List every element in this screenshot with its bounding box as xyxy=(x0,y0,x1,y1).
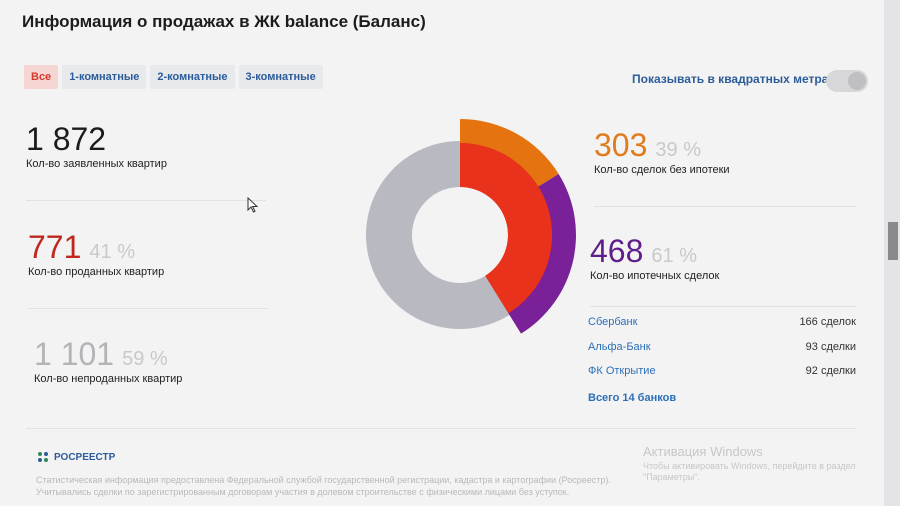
watermark-title: Активация Windows xyxy=(643,444,763,459)
room-filter-tabs: Все 1-комнатные 2-комнатные 3-комнатные xyxy=(24,65,323,89)
bank-row: ФК Открытие 92 сделки xyxy=(588,365,856,390)
donut-slice-unsold xyxy=(366,141,510,329)
donut-slice-mortgage xyxy=(508,173,576,334)
bank-row: Сбербанк 166 сделок xyxy=(588,316,856,341)
rosreestr-emblem-icon xyxy=(38,452,48,462)
page-title: Информация о продажах в ЖК balance (Бала… xyxy=(22,12,426,31)
stat-mortgage: 468 61 % Кол-во ипотечных сделок xyxy=(590,234,719,282)
stat-declared: 1 872 Кол-во заявленных квартир xyxy=(26,122,167,170)
bank-name-link[interactable]: Альфа-Банк xyxy=(588,340,651,353)
stat-unsold-value: 1 101 xyxy=(34,336,115,372)
sqm-toggle-label: Показывать в квадратных метрах xyxy=(632,72,836,86)
bank-row: Альфа-Банк 93 сделки xyxy=(588,341,856,366)
tab-all[interactable]: Все xyxy=(24,65,59,89)
tab-3-room[interactable]: 3-комнатные xyxy=(238,65,323,89)
stat-declared-value: 1 872 xyxy=(26,121,107,157)
divider xyxy=(28,308,268,309)
data-source-note: Статистическая информация предоставлена … xyxy=(36,475,611,497)
stat-sold: 771 41 % Кол-во проданных квартир xyxy=(28,230,164,278)
stat-sold-label: Кол-во проданных квартир xyxy=(28,266,165,278)
divider xyxy=(590,306,856,307)
banks-total-link[interactable]: Всего 14 банков xyxy=(588,391,677,404)
stat-mortgage-label: Кол-во ипотечных сделок xyxy=(590,270,720,282)
stat-no-mortgage-percent: 39 % xyxy=(655,139,701,161)
stat-mortgage-value: 468 xyxy=(590,233,644,269)
stat-unsold: 1 101 59 % Кол-во непроданных квартир xyxy=(34,337,182,385)
bank-deals-count: 92 сделки xyxy=(805,365,856,377)
bank-name-link[interactable]: Сбербанк xyxy=(588,316,638,328)
toggle-knob xyxy=(848,72,866,90)
watermark-text: Чтобы активировать Windows, перейдите в … xyxy=(643,461,856,482)
sqm-toggle[interactable] xyxy=(826,70,868,92)
scrollbar-thumb[interactable] xyxy=(888,222,898,260)
bank-deals-count: 166 сделок xyxy=(799,316,856,328)
divider xyxy=(594,206,856,207)
sales-donut-chart xyxy=(366,119,576,334)
stat-sold-value: 771 xyxy=(28,229,82,265)
tab-1-room[interactable]: 1-комнатные xyxy=(62,65,147,89)
stat-no-mortgage: 303 39 % Кол-во сделок без ипотеки xyxy=(594,128,730,176)
stat-sold-percent: 41 % xyxy=(89,241,135,263)
stat-declared-label: Кол-во заявленных квартир xyxy=(26,158,167,170)
bank-name-link[interactable]: ФК Открытие xyxy=(588,365,656,377)
divider xyxy=(26,200,266,201)
stat-unsold-label: Кол-во непроданных квартир xyxy=(34,373,183,385)
bank-list: Сбербанк 166 сделок Альфа-Банк 93 сделки… xyxy=(588,316,856,404)
rosreestr-logo: РОСРЕЕСТР xyxy=(36,450,115,464)
divider xyxy=(26,428,856,429)
stat-no-mortgage-label: Кол-во сделок без ипотеки xyxy=(594,164,730,176)
stat-unsold-percent: 59 % xyxy=(122,348,168,370)
mouse-cursor-icon xyxy=(247,197,259,213)
donut-slice-no-mortgage xyxy=(460,119,559,187)
rosreestr-brand: РОСРЕЕСТР xyxy=(54,451,116,463)
donut-slice-sold-overlay xyxy=(460,143,552,314)
tab-2-room[interactable]: 2-комнатные xyxy=(150,65,235,89)
bank-deals-count: 93 сделки xyxy=(805,340,856,353)
stat-no-mortgage-value: 303 xyxy=(594,127,648,163)
windows-activation-watermark: Активация Windows Чтобы активировать Win… xyxy=(643,444,900,483)
stat-mortgage-percent: 61 % xyxy=(651,245,697,267)
